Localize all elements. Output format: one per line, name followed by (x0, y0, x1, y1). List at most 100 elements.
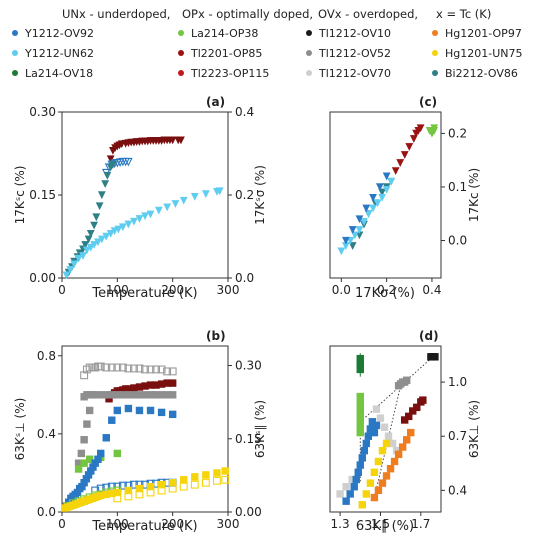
series (425, 124, 439, 138)
data-point (86, 230, 95, 238)
data-point (355, 226, 364, 234)
data-point (135, 364, 144, 373)
data-point (168, 391, 177, 399)
legend-entry: La214-OV18 (12, 67, 93, 80)
data-point (358, 454, 366, 462)
data-point (106, 155, 115, 164)
legend-entry: La214-OP38 (178, 27, 258, 40)
x-tick-label: 0.0 (332, 283, 351, 297)
data-point (102, 363, 111, 372)
legend-marker-icon (432, 70, 438, 76)
legend-entry: Tl2223-OP115 (178, 67, 269, 80)
data-point (129, 480, 138, 489)
data-point (337, 247, 346, 256)
data-point (77, 449, 86, 458)
data-point (114, 225, 123, 234)
data-point (124, 220, 133, 229)
data-point (356, 461, 364, 469)
data-point (102, 232, 111, 241)
data-point (356, 354, 364, 363)
data-point (141, 365, 149, 374)
series (61, 467, 229, 512)
data-point (378, 479, 387, 487)
data-point (141, 212, 149, 221)
data-point (386, 464, 395, 473)
plot-frame (329, 111, 442, 279)
data-point (366, 479, 375, 487)
data-point (358, 501, 366, 509)
data-point (179, 196, 188, 205)
x-tick-label: 0.4 (422, 283, 441, 297)
y2-axis-label: 63Kˢ∥ (%) (253, 400, 267, 458)
data-point (369, 204, 377, 213)
legend-label: Hg1201-OP97 (445, 27, 522, 40)
y-tick-label: 0.4 (37, 427, 56, 441)
series (427, 353, 439, 361)
legend-entry: Tl1212-OV10 (306, 27, 391, 40)
data-point (113, 488, 122, 497)
legend-header-overdoped: OVx - overdoped, (318, 7, 419, 21)
data-point (375, 183, 384, 192)
x-tick-label: 200 (161, 517, 184, 531)
y2-tick-label: 0.00 (235, 505, 262, 519)
data-point (118, 223, 127, 232)
data-point (74, 254, 83, 263)
data-point (168, 410, 177, 419)
y2-axis-label: 63K⊥ (%) (467, 400, 481, 458)
x-tick-label: 100 (106, 283, 129, 297)
data-point (157, 486, 166, 495)
data-point (342, 497, 350, 505)
legend-label: Hg1201-UN75 (445, 47, 523, 60)
x-axis-label: 63K∥ (%) (356, 519, 414, 534)
data-point (124, 492, 133, 501)
data-point (382, 472, 391, 480)
series (80, 362, 177, 380)
data-point (179, 482, 188, 491)
data-point (91, 363, 100, 372)
data-point (402, 436, 411, 444)
legend-marker-icon (432, 30, 438, 36)
y2-tick-label: 0.15 (235, 432, 262, 446)
series (341, 172, 391, 245)
data-point (113, 449, 122, 458)
data-point (96, 362, 105, 371)
y-axis-label: 63Kˢ⊥ (%) (13, 398, 27, 461)
x-tick-label: 1.7 (411, 517, 430, 531)
x-tick-label: 300 (217, 283, 240, 297)
data-point (135, 215, 144, 223)
data-point (374, 486, 383, 495)
legend-marker-icon (306, 50, 312, 56)
data-point (372, 405, 381, 413)
data-point (348, 226, 357, 234)
data-point (118, 363, 127, 372)
data-point (157, 408, 166, 417)
data-point (350, 483, 358, 491)
series (80, 391, 177, 401)
legend-marker-icon (12, 30, 18, 36)
legend-marker-icon (178, 30, 184, 36)
data-point (97, 449, 105, 458)
data-point (380, 423, 389, 431)
data-point (221, 467, 229, 475)
data-point (387, 177, 396, 186)
data-point (370, 428, 379, 437)
legend-label: Tl2201-OP85 (191, 47, 263, 60)
panel-a: (a) 0 100 200 300 0.00 0.15 0.30 0.0 0.2 0.4 Temper… (13, 95, 267, 301)
data-point (85, 455, 94, 463)
data-point (106, 230, 115, 238)
y-axis-label: 17Kˢc (%) (13, 166, 27, 225)
data-point (129, 364, 138, 373)
data-point (80, 459, 88, 467)
x-tick-label: 300 (217, 517, 240, 531)
x-axis-label: Temperature (K) (91, 519, 197, 534)
data-point (378, 188, 386, 197)
legend-marker-icon (178, 50, 184, 56)
y2-tick-label: 0.30 (235, 359, 262, 373)
series (391, 124, 425, 175)
data-point (108, 416, 116, 424)
legend-label: Tl1212-OV70 (319, 67, 392, 80)
plot-frame (329, 345, 442, 513)
data-point (360, 218, 368, 226)
